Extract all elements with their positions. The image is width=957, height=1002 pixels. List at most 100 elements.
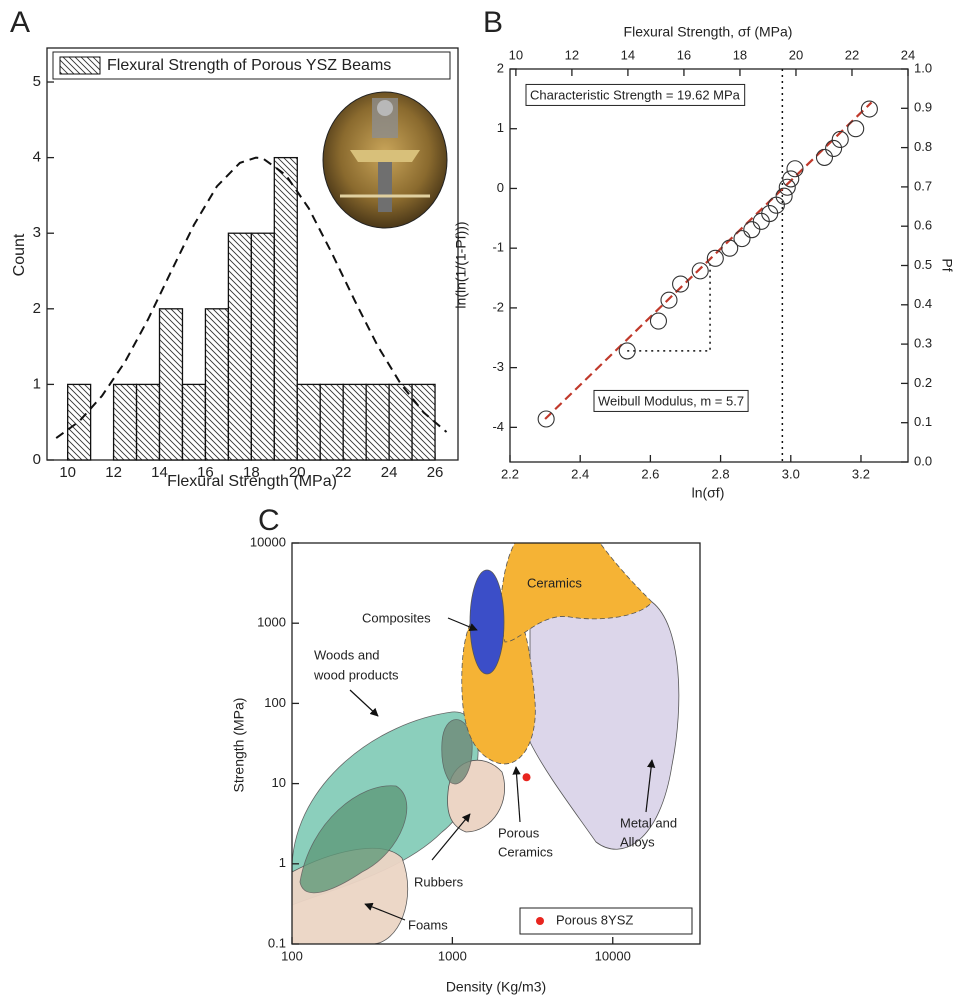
data-point [860,100,878,118]
y-tick-label: 4 [33,149,41,166]
y-tick-label: -4 [492,419,504,434]
region-label: Porous [498,825,540,840]
x-tick-label: 2.8 [712,466,730,481]
slope-triangle [627,258,711,352]
bar [342,383,367,461]
plot-frame [291,542,701,945]
x-tick-label: 18 [243,464,260,481]
y-tick-label: 3 [33,224,41,241]
panel-letter: B [483,6,503,39]
x-tick-label: 12 [105,464,122,481]
y-tick-label: 5 [33,73,41,90]
annotation-box [525,83,746,106]
x-axis-label: Density (Kg/m3) [446,979,546,995]
data-point [786,160,804,178]
x-tick-label: 16 [197,464,214,481]
y-tick-label: 1 [279,855,286,870]
y-tick-label: 2 [497,60,504,75]
region-metals [529,600,680,850]
x-tick-label: 24 [381,464,398,481]
data-point [522,773,531,782]
legend-box [519,907,693,935]
panel-letter: C [258,504,280,537]
annotation: Weibull Modulus, m = 5.7 [598,393,744,408]
region-label: Metal and [620,815,677,830]
x2-axis-label: Flexural Strength, σf (MPa) [624,24,793,40]
region-woods-dark [299,785,408,894]
data-point [691,262,709,280]
region-label: Ceramics [527,575,582,590]
x-tick-label: 2.2 [501,466,519,481]
fit-curve [55,156,448,439]
y2-tick-label: 0.7 [914,178,932,193]
region-composites [469,569,505,675]
y-tick-label: 0 [33,451,41,468]
x-tick-label: 22 [335,464,352,481]
region-label: Rubbers [414,874,464,889]
x-tick-label: 20 [289,464,306,481]
y-tick-label: 1 [33,375,41,392]
arrow [512,766,521,823]
y-tick-label: 0 [497,180,504,195]
legend-swatch [59,56,101,75]
y-tick-label: 1000 [257,615,286,630]
panel-letter: A [10,6,30,39]
arrow [364,902,406,921]
x2-tick-label: 14 [621,47,635,62]
y-tick-label: 10000 [250,534,286,549]
bar [181,383,207,461]
data-point [537,410,555,428]
region-small [441,719,473,785]
y-tick-label: -3 [492,359,504,374]
data-point [618,342,636,360]
x2-tick-label: 18 [733,47,747,62]
x-axis-label: ln(σf) [692,485,725,501]
region-label: Alloys [620,834,655,849]
x2-tick-label: 12 [565,47,579,62]
x2-tick-label: 24 [901,47,915,62]
data-point [660,291,678,309]
bar [135,383,161,461]
y2-tick-label: 0.1 [914,414,932,429]
y2-tick-label: 0.4 [914,296,932,311]
bar [319,383,344,461]
y2-tick-label: 0.2 [914,375,932,390]
x-tick-label: 10000 [595,948,631,963]
x-tick-label: 3.0 [782,466,800,481]
y-axis-label: Count [11,233,28,276]
y-tick-label: -1 [492,240,504,255]
panel: C 100 1000 10000 0.1 1 10 100 1000 10000 Density (… [231,504,701,995]
arrows [349,617,656,921]
bar [112,383,138,461]
x-axis-label: Flexural Strength (MPa) [167,473,337,490]
y2-tick-label: 0.9 [914,100,932,115]
x-tick-label: 2.4 [571,466,589,481]
data-point [831,130,849,149]
material-regions [291,542,680,945]
inset-photo [322,91,448,229]
y2-tick-label: 0.3 [914,336,932,351]
bar [411,383,436,461]
x-tick-label: 10 [59,464,76,481]
x2-tick-label: 16 [677,47,691,62]
x2-tick-label: 10 [509,47,523,62]
y2-tick-label: 1.0 [914,60,932,75]
region-label: Composites [362,610,431,625]
bar [388,383,413,461]
y-axis-label: ln(ln(1/(1-Pf))) [453,221,469,308]
annotation-box [593,389,749,412]
y2-tick-label: 0.0 [914,453,932,468]
y2-tick-label: 0.6 [914,218,932,233]
x-tick-label: 14 [151,464,168,481]
data-point [782,170,800,188]
x-tick-label: 3.2 [852,466,870,481]
y2-tick-label: 0.8 [914,139,932,154]
x2-tick-label: 20 [789,47,803,62]
bar [365,383,390,461]
legend-label: Flexural Strength of Porous YSZ Beams [107,57,391,74]
y-tick-label: 100 [264,695,286,710]
arrow [349,689,379,717]
arrow [431,813,471,861]
data-point [721,239,739,257]
